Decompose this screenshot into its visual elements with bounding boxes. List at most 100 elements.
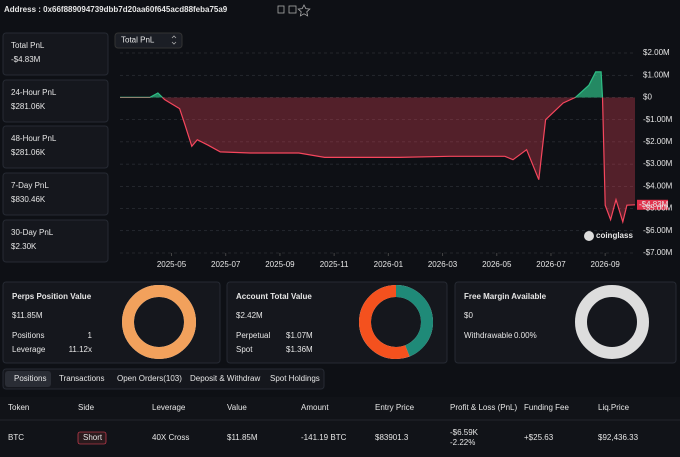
stat-value: $281.06K xyxy=(11,102,46,111)
watermark-icon xyxy=(584,231,594,241)
x-tick-label: 2026-07 xyxy=(536,260,566,269)
table-cell: BTC xyxy=(8,433,24,442)
current-value: -$4.83M xyxy=(639,200,669,209)
table-header: Profit & Loss (PnL) xyxy=(450,403,517,412)
table-cell: $83901.3 xyxy=(375,433,409,442)
panel-row-label: Spot xyxy=(236,345,253,354)
side-badge xyxy=(77,431,107,445)
table-cell: Short xyxy=(83,433,103,442)
header-icons xyxy=(277,4,311,17)
panel-title: Account Total Value xyxy=(236,292,312,301)
x-tick-label: 2025-05 xyxy=(157,260,187,269)
panel xyxy=(226,281,448,364)
panel-row-value: 11.12x xyxy=(69,345,92,354)
selector[interactable] xyxy=(114,32,183,49)
table-header: Liq.Price xyxy=(598,403,630,412)
stat-card xyxy=(2,125,109,169)
panel-row-label: Positions xyxy=(12,331,44,340)
stat-card xyxy=(2,219,109,263)
panel-value: $0 xyxy=(464,311,473,320)
y-tick-label: -$6.00M xyxy=(643,226,673,235)
panel-row-label: Leverage xyxy=(12,345,46,354)
panel xyxy=(2,281,221,364)
y-tick-label: $2.00M xyxy=(643,48,670,57)
panel-value: $11.85M xyxy=(12,311,43,320)
tab[interactable]: Deposit & Withdraw xyxy=(190,374,260,383)
table-cell: 40X Cross xyxy=(152,433,189,442)
x-tick-label: 2026-09 xyxy=(591,260,621,269)
active-tab xyxy=(5,371,51,387)
tab[interactable]: Positions xyxy=(14,374,46,383)
y-tick-label: -$5.00M xyxy=(643,204,673,213)
y-tick-label: -$2.00M xyxy=(643,137,673,146)
table-cell: $92,436.33 xyxy=(598,433,639,442)
x-tick-label: 2025-11 xyxy=(320,260,349,269)
stat-card xyxy=(2,79,109,123)
donut-segment xyxy=(122,285,196,359)
table xyxy=(0,397,680,457)
panel-row-value: 0.00% xyxy=(514,331,537,340)
selector-icon xyxy=(171,35,177,45)
tab-bar xyxy=(2,368,325,390)
stat-value: $281.06K xyxy=(11,148,46,157)
panel-row-value: 1 xyxy=(88,331,93,340)
donut-track xyxy=(575,285,649,359)
selector-label: Total PnL xyxy=(121,36,155,45)
x-tick-label: 2026-03 xyxy=(428,260,458,269)
panel-row-value: $1.07M xyxy=(286,331,313,340)
stat-label: 30-Day PnL xyxy=(11,228,54,237)
pnl-line xyxy=(120,97,636,225)
area-positive xyxy=(120,71,635,98)
panel-row-label: Perpetual xyxy=(236,331,270,340)
panel-row-label: Withdrawable xyxy=(464,331,513,340)
panel-title: Free Margin Available xyxy=(464,292,547,301)
current-badge xyxy=(637,199,668,210)
tab[interactable]: Spot Holdings xyxy=(270,374,320,383)
panel-row-value: $1.36M xyxy=(286,345,313,354)
y-tick-label: -$4.00M xyxy=(643,181,673,190)
y-tick-label: -$7.00M xyxy=(643,248,673,257)
table-cell: -2.22% xyxy=(450,438,475,447)
pnl-chart xyxy=(120,52,668,256)
table-header: Funding Fee xyxy=(524,403,569,412)
table-header: Value xyxy=(227,403,247,412)
stat-cards xyxy=(2,32,109,263)
table-header: Token xyxy=(8,403,29,412)
tab[interactable]: Transactions xyxy=(59,374,105,383)
stat-value: $830.46K xyxy=(11,195,46,204)
x-tick-label: 2025-07 xyxy=(211,260,241,269)
table-cell: $11.85M xyxy=(227,433,258,442)
tab[interactable]: Open Orders(103) xyxy=(117,374,182,383)
y-tick-label: -$1.00M xyxy=(643,115,673,124)
watermark: coinglass xyxy=(596,231,633,240)
table-cell: -$6.59K xyxy=(450,428,479,437)
stat-label: Total PnL xyxy=(11,41,45,50)
area-negative xyxy=(162,97,635,222)
donut-segment xyxy=(359,285,410,359)
x-tick-label: 2026-01 xyxy=(374,260,404,269)
panel-value: $2.42M xyxy=(236,311,263,320)
table-cell: +$25.63 xyxy=(524,433,554,442)
stat-value: $2.30K xyxy=(11,242,37,251)
stat-label: 48-Hour PnL xyxy=(11,134,57,143)
y-tick-label: $0 xyxy=(643,93,652,102)
stat-label: 7-Day PnL xyxy=(11,181,49,190)
table-header: Amount xyxy=(301,403,329,412)
table-cell: -141.19 BTC xyxy=(301,433,347,442)
panel xyxy=(454,281,677,364)
stat-card xyxy=(2,172,109,216)
stat-label: 24-Hour PnL xyxy=(11,88,57,97)
page-title: Address : 0x66f889094739dbb7d20aa60f645a… xyxy=(4,5,228,14)
x-tick-label: 2026-05 xyxy=(482,260,512,269)
table-header: Leverage xyxy=(152,403,186,412)
y-tick-label: -$3.00M xyxy=(643,159,673,168)
panel-title: Perps Position Value xyxy=(12,292,92,301)
stat-card xyxy=(2,32,109,76)
table-header: Entry Price xyxy=(375,403,415,412)
content: Address : 0x66f889094739dbb7d20aa60f645a… xyxy=(4,5,673,447)
y-tick-label: $1.00M xyxy=(643,70,670,79)
x-tick-label: 2025-09 xyxy=(265,260,295,269)
stat-value: -$4.83M xyxy=(11,55,41,64)
donut-segment xyxy=(395,285,433,357)
